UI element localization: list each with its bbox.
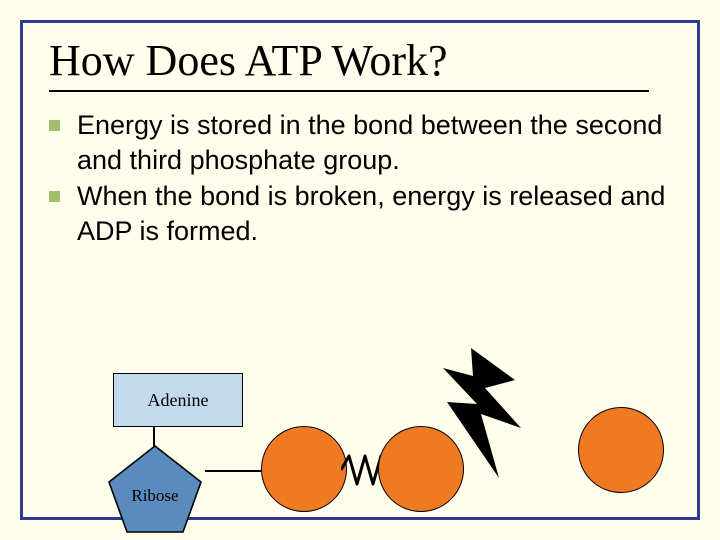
connector-horizontal [205,470,265,472]
adenine-label: Adenine [148,390,209,411]
slide-border: How Does ATP Work? Energy is stored in t… [20,20,700,520]
bullet-item: When the bond is broken, energy is relea… [49,179,671,248]
energy-bolt-icon [443,348,523,478]
phosphate-circle [261,426,347,512]
atp-diagram: Adenine Ribose [73,358,667,538]
adenine-box: Adenine [113,373,243,427]
bullet-item: Energy is stored in the bond between the… [49,108,671,177]
phosphate-circle [578,407,664,493]
slide-content: How Does ATP Work? Energy is stored in t… [23,23,697,270]
ribose-pentagon: Ribose [105,444,205,536]
bullet-list: Energy is stored in the bond between the… [49,108,671,248]
title-rule [49,90,649,92]
slide-title: How Does ATP Work? [49,35,671,86]
ribose-label: Ribose [105,486,205,506]
